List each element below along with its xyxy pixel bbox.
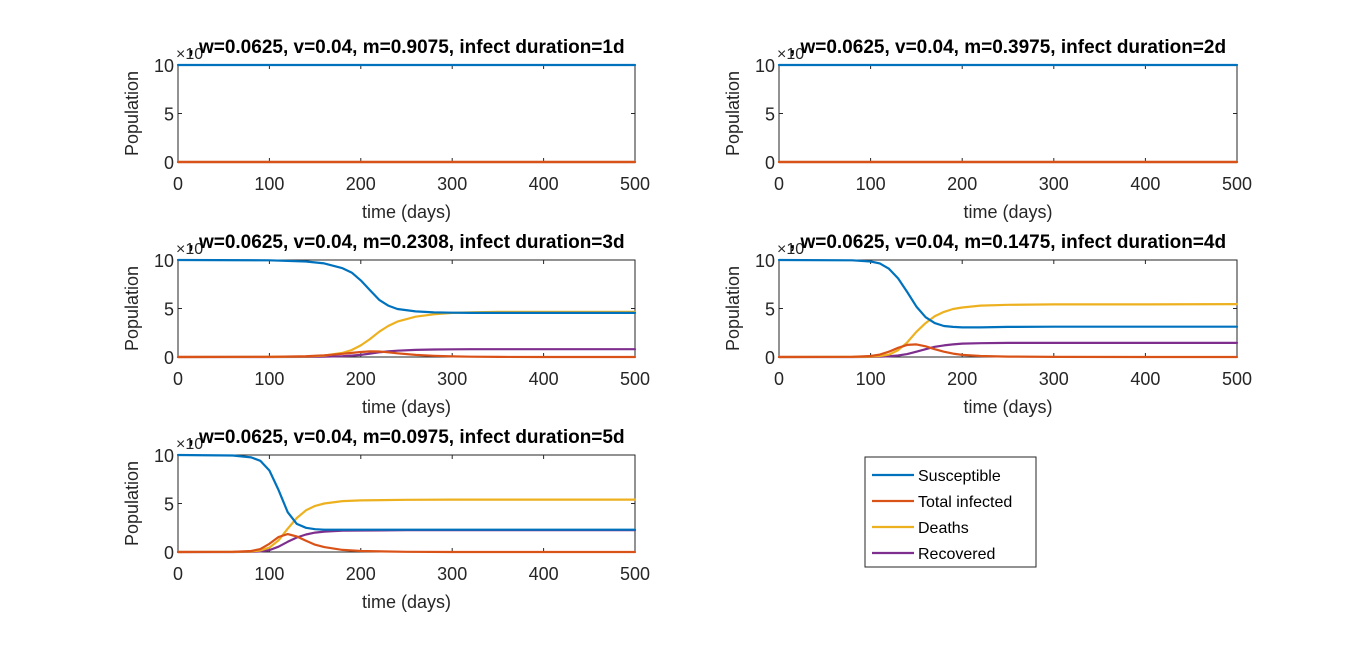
y-tick-label: 10 [755,56,775,76]
axes-box [778,64,1238,163]
subplot-4: 0 100 200 300 400 500 0 5 10×10, w=0.0625, v=0.0… [723,232,1252,417]
y-axis-label: Population [122,71,142,156]
x-tick-label: 500 [620,174,650,194]
series-line-susceptible [176,258,637,314]
x-tick-label: 0 [774,174,784,194]
x-tick-label: 300 [437,369,467,389]
x-tick-label: 400 [529,369,559,389]
x-tick-label: 0 [173,369,183,389]
legend-label-deaths: Deaths [918,520,969,537]
series-line-total-infected [777,343,1239,359]
y-tick-label: 10 [154,446,174,466]
subplot-title: , w=0.0625, v=0.04, m=0.9075, infect dur… [188,37,624,58]
y-exponent-label: ×10 [176,46,203,63]
y-axis-label: Population [723,71,743,156]
axes-box [177,454,636,553]
x-tick-label: 0 [173,564,183,584]
y-axis-label: Population [122,266,142,351]
x-tick-label: 200 [947,369,977,389]
y-tick-label: 5 [164,495,174,515]
subplot-title: , w=0.0625, v=0.04, m=0.2308, infect dur… [188,232,624,253]
x-tick-label: 500 [1222,174,1252,194]
series-line-total-infected [176,532,637,554]
x-tick-label: 400 [529,174,559,194]
x-tick-label: 300 [1039,174,1069,194]
subplot-3: 0 100 200 300 400 500 0 5 10×10, w=0.0625, v=0.0… [122,232,650,417]
legend-label-susceptible: Susceptible [918,468,1001,485]
y-axis-label: Population [723,266,743,351]
legend-label-recovered: Recovered [918,546,995,563]
x-tick-label: 100 [254,369,284,389]
y-tick-label: 0 [164,543,174,563]
y-tick-label: 5 [164,105,174,125]
y-exponent-label: ×10 [176,436,203,453]
legend-label-total-infected: Total infected [918,494,1012,511]
x-tick-label: 0 [173,174,183,194]
axes-box [177,64,636,163]
subplot-5: 0 100 200 300 400 500 0 5 10×10, w=0.0625, v=0.0… [122,427,650,612]
subplot-title: , w=0.0625, v=0.04, m=0.0975, infect dur… [188,427,624,448]
series-line-total-infected [176,350,637,359]
y-tick-label: 5 [765,300,775,320]
x-tick-label: 0 [774,369,784,389]
legend: Susceptible Total infected Deaths Recovered [864,456,1037,568]
y-tick-label: 10 [154,251,174,271]
y-tick-label: 0 [164,153,174,173]
x-axis-label: time (days) [362,592,451,612]
x-tick-label: 300 [1039,369,1069,389]
x-tick-label: 300 [437,174,467,194]
y-tick-label: 10 [755,251,775,271]
x-tick-label: 200 [346,564,376,584]
y-exponent-label: ×10 [176,241,203,258]
x-tick-label: 300 [437,564,467,584]
y-tick-label: 10 [154,56,174,76]
x-axis-label: time (days) [963,397,1052,417]
x-tick-label: 500 [620,564,650,584]
y-tick-label: 0 [164,348,174,368]
x-tick-label: 400 [1130,369,1160,389]
series-line-susceptible [777,258,1239,329]
y-tick-label: 0 [765,348,775,368]
x-tick-label: 400 [1130,174,1160,194]
x-axis-label: time (days) [362,397,451,417]
y-tick-label: 5 [765,105,775,125]
y-exponent-label: ×10 [777,241,804,258]
x-tick-label: 100 [254,564,284,584]
x-tick-label: 100 [856,369,886,389]
x-tick-label: 200 [346,369,376,389]
subplot-title: , w=0.0625, v=0.04, m=0.1475, infect dur… [790,232,1226,253]
y-tick-label: 5 [164,300,174,320]
axes-box [177,259,636,358]
subplot-1: 0 100 200 300 400 500 0 5 10×10, w=0.0625, v=0.0… [122,37,650,222]
x-tick-label: 200 [346,174,376,194]
x-tick-label: 400 [529,564,559,584]
subplot-title: , w=0.0625, v=0.04, m=0.3975, infect dur… [790,37,1226,58]
x-tick-label: 200 [947,174,977,194]
x-tick-label: 500 [1222,369,1252,389]
y-exponent-label: ×10 [777,46,804,63]
y-axis-label: Population [122,461,142,546]
x-tick-label: 100 [856,174,886,194]
x-axis-label: time (days) [362,202,451,222]
x-axis-label: time (days) [963,202,1052,222]
y-tick-label: 0 [765,153,775,173]
x-tick-label: 500 [620,369,650,389]
series-line-susceptible [176,453,637,531]
x-tick-label: 100 [254,174,284,194]
subplot-2: 0 100 200 300 400 500 0 5 10×10, w=0.0625, v=0.0… [723,37,1252,222]
